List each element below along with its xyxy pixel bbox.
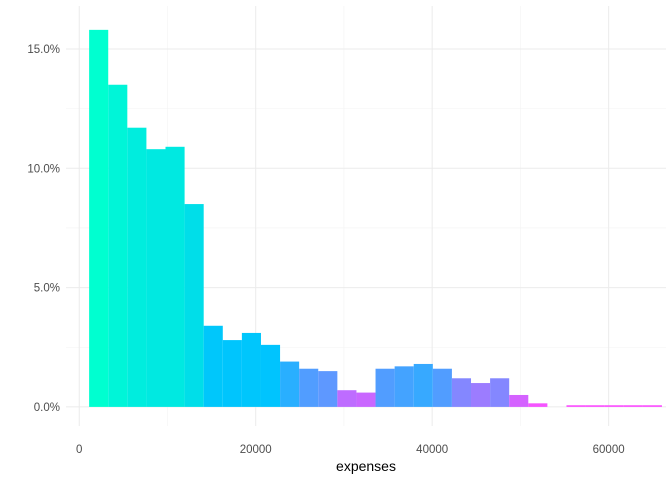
histogram-bar [375,368,395,407]
histogram-bar [260,344,281,407]
x-tick-label: 20000 [240,444,272,456]
histogram-bar [528,403,548,407]
histogram-bar [623,405,643,407]
histogram-bar [642,405,662,407]
histogram-bar [490,378,510,407]
histogram-bar [203,325,223,407]
y-tick-label: 0.0% [34,402,60,414]
histogram-bar [394,366,414,407]
histogram-bar [585,405,605,407]
y-tick-label: 5.0% [34,283,60,295]
y-tick-label: 15.0% [27,44,60,56]
histogram-bar [356,392,376,407]
histogram-bar [413,363,433,407]
histogram-bar [280,361,300,407]
histogram-bar [337,390,357,407]
histogram-bar [432,368,452,407]
y-tick-label: 10.0% [27,163,60,175]
histogram-bar [451,378,472,407]
histogram-bar [509,394,529,407]
histogram-bars [89,29,662,407]
histogram-bar [471,383,491,407]
x-tick-label: 0 [76,444,82,456]
y-axis-tick-labels: 0.0% 5.0% 10.0% 15.0% [27,44,60,414]
x-tick-label: 40000 [416,444,448,456]
histogram-bar [318,371,338,407]
histogram-bar [127,127,147,407]
histogram-bar [89,29,109,407]
x-axis-tick-labels: 0 20000 40000 60000 [76,444,625,456]
histogram-bar [241,332,261,407]
histogram-bar [299,368,319,407]
histogram-bar [184,204,204,407]
histogram-bar [604,405,624,407]
x-axis-title: expenses [336,458,396,474]
histogram-bar [566,405,586,407]
histogram-bar [222,340,242,407]
histogram-bar [108,84,128,407]
histogram-bar [165,146,185,407]
histogram-bar [146,149,166,407]
x-tick-label: 60000 [593,444,625,456]
